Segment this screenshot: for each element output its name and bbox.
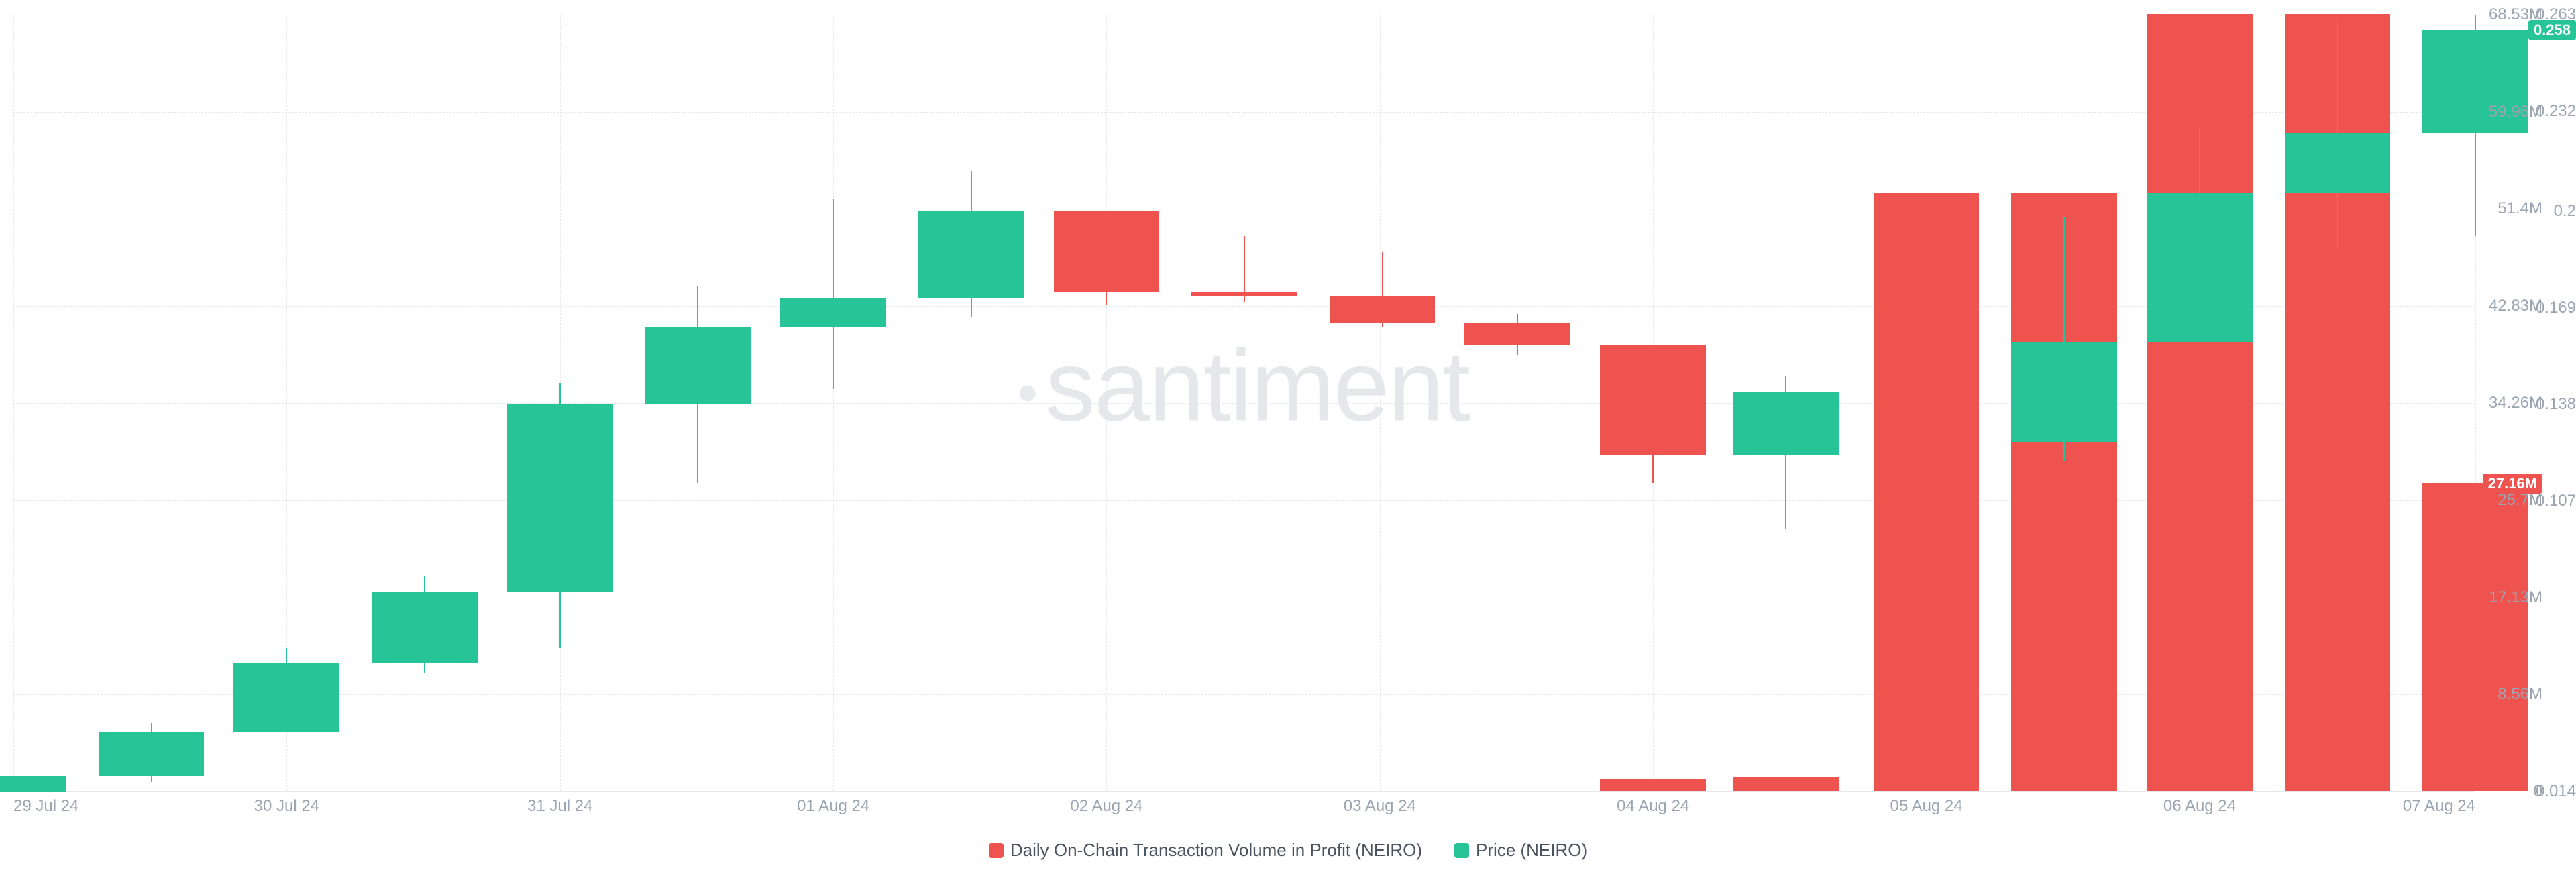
watermark-text: santiment (1045, 329, 1469, 441)
volume-bar (1733, 777, 1839, 791)
y-axis-volume: 08.56M17.13M25.7M34.26M42.83M51.4M59.96M… (2482, 15, 2542, 792)
candle-body (0, 776, 66, 792)
candle-body (1330, 296, 1436, 324)
y-price-label: 0.014 (2536, 782, 2576, 801)
candle-body (645, 327, 751, 404)
candle-body (2285, 133, 2391, 193)
candle-body (99, 732, 205, 776)
gridline-v (1380, 15, 1381, 791)
legend-label: Price (NEIRO) (1476, 840, 1587, 860)
y-volume-label: 34.26M (2489, 394, 2542, 413)
y-price-label: 0.232 (2536, 102, 2576, 121)
x-axis-label: 30 Jul 24 (254, 797, 319, 816)
candle-body (507, 404, 613, 592)
x-axis-labels: 29 Jul 24 30 Jul 24 31 Jul 24 01 Aug 24 02 A… (13, 797, 2475, 817)
plot-area: santiment (13, 15, 2475, 792)
y-volume-current-badge: 27.16M (2483, 474, 2542, 494)
gridline-v (13, 15, 14, 791)
candle-body (1464, 323, 1570, 345)
chart-container: santiment 29 Jul 24 30 Jul 24 31 Jul 24 01 … (0, 0, 2576, 872)
y-price-label: 0.138 (2536, 395, 2576, 414)
y-price-label: 0.2 (2554, 202, 2576, 221)
x-axis-label: 02 Aug 24 (1070, 797, 1142, 816)
y-volume-label: 8.56M (2498, 685, 2542, 704)
legend-item: Daily On-Chain Transaction Volume in Pro… (989, 840, 1422, 861)
y-price-label: 0.107 (2536, 492, 2576, 510)
x-axis-label: 07 Aug 24 (2403, 797, 2475, 816)
legend-swatch (1454, 843, 1469, 858)
y-price-label: 0.169 (2536, 298, 2576, 317)
candle-body (372, 592, 478, 663)
candle-body (233, 663, 339, 732)
candle-body (1733, 392, 1839, 455)
x-axis-label: 06 Aug 24 (2163, 797, 2236, 816)
gridline-h (13, 112, 2475, 113)
x-axis-label: 05 Aug 24 (1890, 797, 1963, 816)
x-axis-label: 03 Aug 24 (1344, 797, 1416, 816)
y-volume-label: 42.83M (2489, 296, 2542, 315)
candle-body (780, 298, 886, 327)
candle-body (1054, 211, 1160, 292)
candle-wick (833, 199, 834, 389)
x-axis-label: 29 Jul 24 (13, 797, 78, 816)
candle-body (2011, 342, 2117, 442)
y-price-current-badge: 0.258 (2528, 20, 2576, 40)
x-axis-label: 31 Jul 24 (527, 797, 592, 816)
legend: Daily On-Chain Transaction Volume in Pro… (0, 840, 2576, 861)
legend-item: Price (NEIRO) (1454, 840, 1587, 861)
candle-body (1874, 392, 1980, 442)
legend-swatch (989, 843, 1004, 858)
y-axis-price: 0.0140.1070.1380.1690.20.2320.2630.258 (2542, 15, 2576, 792)
x-axis-label: 04 Aug 24 (1617, 797, 1689, 816)
y-volume-label: 59.96M (2489, 103, 2542, 121)
watermark: santiment (1020, 327, 1469, 443)
candle-body (918, 211, 1024, 298)
gridline-v (833, 15, 834, 791)
y-volume-label: 51.4M (2498, 199, 2542, 218)
volume-bar (1600, 779, 1706, 791)
candle-body (1600, 345, 1706, 455)
legend-label: Daily On-Chain Transaction Volume in Pro… (1010, 840, 1422, 860)
x-axis-label: 01 Aug 24 (797, 797, 869, 816)
y-volume-label: 17.13M (2489, 588, 2542, 607)
gridline-v (1106, 15, 1107, 791)
candle-body (2147, 193, 2253, 342)
candle-body (1191, 292, 1297, 296)
